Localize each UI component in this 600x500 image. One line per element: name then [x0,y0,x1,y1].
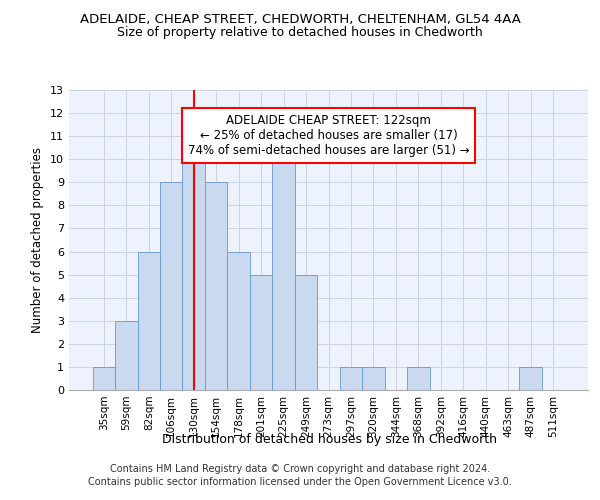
Text: ADELAIDE, CHEAP STREET, CHEDWORTH, CHELTENHAM, GL54 4AA: ADELAIDE, CHEAP STREET, CHEDWORTH, CHELT… [80,12,520,26]
Bar [295,274,317,390]
Text: Contains public sector information licensed under the Open Government Licence v3: Contains public sector information licen… [88,477,512,487]
Bar [182,136,205,390]
Bar [137,252,160,390]
Bar [92,367,115,390]
Bar [362,367,385,390]
Bar [520,367,542,390]
Bar [115,321,137,390]
Bar [272,159,295,390]
Text: Size of property relative to detached houses in Chedworth: Size of property relative to detached ho… [117,26,483,39]
Bar [227,252,250,390]
Bar [340,367,362,390]
Bar [250,274,272,390]
Text: ADELAIDE CHEAP STREET: 122sqm
← 25% of detached houses are smaller (17)
74% of s: ADELAIDE CHEAP STREET: 122sqm ← 25% of d… [188,114,469,157]
Text: Contains HM Land Registry data © Crown copyright and database right 2024.: Contains HM Land Registry data © Crown c… [110,464,490,474]
Bar [407,367,430,390]
Y-axis label: Number of detached properties: Number of detached properties [31,147,44,333]
Bar [160,182,182,390]
Text: Distribution of detached houses by size in Chedworth: Distribution of detached houses by size … [163,432,497,446]
Bar [205,182,227,390]
